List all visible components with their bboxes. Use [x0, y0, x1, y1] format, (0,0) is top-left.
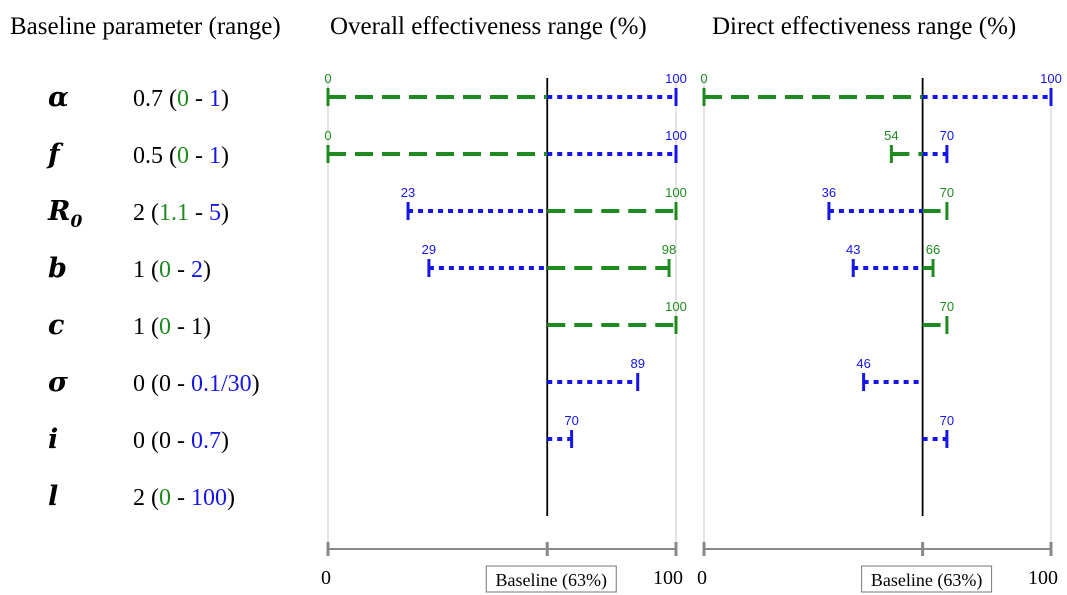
parameter-range-low: 1.1	[159, 200, 189, 226]
low-value-label: 70	[940, 185, 954, 200]
high-value-label: 100	[665, 71, 687, 86]
parameter-range-high: 5	[209, 200, 221, 226]
low-value-label: 100	[665, 185, 687, 200]
parameter-range-low: 0	[159, 485, 171, 511]
header-overall: Overall effectiveness range (%)	[330, 13, 647, 40]
parameter-range-close: )	[252, 371, 260, 397]
baseline-label-box	[861, 565, 993, 593]
parameter-range-sep: -	[171, 314, 191, 340]
parameter-range-high: 1	[191, 314, 203, 340]
parameter-symbol: b	[48, 253, 67, 284]
parameter-range-high: 1	[209, 143, 221, 169]
parameter-symbol: α	[48, 82, 69, 113]
parameter-range-low: 0	[159, 257, 171, 283]
parameter-baseline-value: 0.7 (	[133, 86, 177, 112]
low-value-label: 0	[324, 71, 331, 86]
parameter-range: 0 (0 - 0.7)	[133, 428, 229, 454]
parameter-range-sep: -	[171, 428, 191, 454]
parameter-baseline-value: 2 (	[133, 485, 159, 511]
parameter-range-sep: -	[171, 371, 191, 397]
parameter-baseline-value: 1 (	[133, 257, 159, 283]
parameter-range: 0.5 (0 - 1)	[133, 143, 229, 169]
parameter-symbol: σ	[48, 367, 68, 398]
baseline-label: Baseline (63%)	[496, 570, 607, 591]
parameter-range: 0.7 (0 - 1)	[133, 86, 229, 112]
parameter-range-high: 0.1/30	[191, 371, 252, 397]
low-value-label: 70	[940, 299, 954, 314]
parameter-symbol: f	[46, 139, 64, 170]
high-value-label: 36	[822, 185, 836, 200]
overall-panel: 0 100 0 100 100 23 98 29 100 89 70 0 100 Baseline (63…	[321, 71, 687, 593]
parameter-baseline-value: 0 (	[133, 371, 159, 397]
parameter-symbol: i	[48, 424, 58, 455]
high-value-label: 89	[630, 356, 644, 371]
x-tick-label-min: 0	[697, 567, 707, 589]
parameter-baseline-value: 0.5 (	[133, 143, 177, 169]
parameter-symbol: R0	[47, 196, 82, 232]
parameter-range-low: 0	[159, 314, 171, 340]
parameter-range-sep: -	[189, 200, 209, 226]
header-parameter: Baseline parameter (range)	[10, 13, 281, 40]
parameter-range: 1 (0 - 1)	[133, 314, 211, 340]
baseline-label: Baseline (63%)	[871, 570, 982, 591]
parameter-range-close: )	[227, 485, 235, 511]
parameter-range-sep: -	[189, 86, 209, 112]
parameter-range-sep: -	[171, 257, 191, 283]
high-value-label: 70	[940, 128, 954, 143]
parameter-symbol: c	[48, 310, 64, 341]
high-value-label: 70	[940, 413, 954, 428]
parameter-range-high: 0.7	[191, 428, 221, 454]
high-value-label: 100	[665, 128, 687, 143]
parameter-range-close: )	[221, 86, 229, 112]
parameter-range: 2 (1.1 - 5)	[133, 200, 229, 226]
parameter-range-close: )	[221, 428, 229, 454]
parameter-range-low: 0	[159, 428, 171, 454]
parameter-baseline-value: 2 (	[133, 200, 159, 226]
parameter-range-sep: -	[189, 143, 209, 169]
high-value-label: 29	[422, 242, 436, 257]
low-value-label: 0	[700, 71, 707, 86]
parameter-subscript: 0	[70, 212, 82, 232]
low-value-label: 54	[884, 128, 898, 143]
parameter-range-high: 1	[209, 86, 221, 112]
low-value-label: 98	[662, 242, 676, 257]
high-value-label: 100	[1040, 71, 1062, 86]
header-direct: Direct effectiveness range (%)	[712, 13, 1016, 40]
parameter-range-close: )	[203, 257, 211, 283]
high-value-label: 43	[846, 242, 860, 257]
parameter-range: 1 (0 - 2)	[133, 257, 211, 283]
parameter-baseline-value: 1 (	[133, 314, 159, 340]
low-value-label: 66	[926, 242, 940, 257]
parameter-symbol: l	[48, 481, 58, 512]
parameter-baseline-value: 0 (	[133, 428, 159, 454]
parameter-range-high: 2	[191, 257, 203, 283]
baseline-label-box	[485, 565, 617, 593]
x-tick-label-max: 100	[1028, 567, 1058, 589]
x-tick-label-max: 100	[653, 567, 683, 589]
parameter-range-close: )	[221, 200, 229, 226]
x-tick-label-min: 0	[321, 567, 331, 589]
low-value-label: 100	[665, 299, 687, 314]
parameter-range: 2 (0 - 100)	[133, 485, 235, 511]
direct-panel: 0 100 54 70 70 36 66 43 70 46 70 0 100 Baseline (63%)	[697, 71, 1062, 593]
high-value-label: 46	[856, 356, 870, 371]
low-value-label: 0	[324, 128, 331, 143]
parameter-range-close: )	[203, 314, 211, 340]
high-value-label: 70	[564, 413, 578, 428]
parameter-range-close: )	[221, 143, 229, 169]
parameter-range-low: 0	[177, 86, 189, 112]
parameter-column: α 0.7 (0 - 1)f 0.5 (0 - 1)R0 2 (1.1 - 5)b 1 …	[46, 82, 260, 512]
parameter-range-high: 100	[191, 485, 227, 511]
parameter-range-low: 0	[159, 371, 171, 397]
parameter-range-low: 0	[177, 143, 189, 169]
high-value-label: 23	[401, 185, 415, 200]
parameter-range: 0 (0 - 0.1/30)	[133, 371, 260, 397]
parameter-range-sep: -	[171, 485, 191, 511]
